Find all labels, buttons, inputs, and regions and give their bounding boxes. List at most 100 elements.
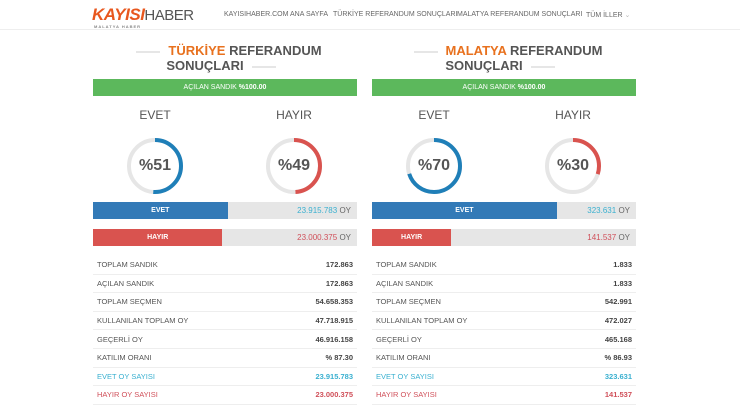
- row-label: HAYIR OY SAYISI: [376, 390, 437, 400]
- row-label: HAYIR OY SAYISI: [97, 390, 158, 400]
- table-row: TOPLAM SEÇMEN 54.658.353: [93, 293, 357, 312]
- row-value: 542.991: [604, 297, 632, 307]
- stats-table: TOPLAM SANDIK 172.863 AÇILAN SANDIK 172.863…: [93, 256, 357, 405]
- hayir-ring: %49: [264, 136, 324, 196]
- hayir-votes: 141.537 OY: [587, 229, 630, 246]
- hayir-heading: HAYIR: [276, 108, 312, 122]
- row-label: AÇILAN SANDIK: [97, 278, 155, 288]
- nav-all-cities-label: TÜM İLLER: [586, 12, 623, 19]
- row-value: 323.631: [604, 371, 632, 381]
- table-row: GEÇERLİ OY 465.168: [372, 330, 636, 349]
- panel-title: MALATYA REFERANDUM SONUÇLARI: [372, 43, 636, 73]
- row-value: 172.863: [325, 260, 353, 270]
- row-value: 472.027: [604, 316, 632, 326]
- logo-text: KAYISI: [92, 5, 145, 24]
- row-label: GEÇERLİ OY: [97, 334, 143, 344]
- table-row: EVET OY SAYISI 323.631: [372, 368, 636, 387]
- evet-votes: 23.915.783 OY: [297, 202, 351, 219]
- hayir-pct-text: %30: [556, 157, 590, 174]
- evet-label: EVET: [151, 207, 170, 214]
- hayir-bar: HAYIR 141.537 OY: [372, 229, 636, 246]
- evet-votes: 323.631: [587, 206, 617, 215]
- hayir-heading: HAYIR: [555, 108, 591, 122]
- logo-subtitle: MALATYA HABER: [94, 24, 142, 29]
- row-label: KATILIM ORANI: [376, 353, 431, 363]
- table-row: GEÇERLİ OY 46.916.158: [93, 330, 357, 349]
- evet-heading: EVET: [418, 108, 450, 122]
- hayir-label: HAYIR: [401, 234, 423, 241]
- row-value: 46.916.158: [315, 334, 353, 344]
- oy: OY: [618, 233, 630, 242]
- nav-home[interactable]: KAYISIHABER.COM ANA SAYFA: [224, 11, 328, 18]
- evet-pct-text: %70: [417, 157, 451, 174]
- hayir-ring: %30: [543, 136, 603, 196]
- hayir-label: HAYIR: [147, 234, 169, 241]
- table-row: AÇILAN SANDIK 1.833: [372, 275, 636, 294]
- site-logo[interactable]: KAYISIHABER MALATYA HABER: [92, 5, 194, 29]
- row-label: TOPLAM SEÇMEN: [376, 297, 441, 307]
- opened-ballot-bar: AÇILAN SANDIK %100.00: [93, 79, 357, 96]
- evet-pct-text: %51: [138, 157, 172, 174]
- ring-progress: [545, 138, 601, 194]
- evet-votes: 23.915.783: [297, 206, 338, 215]
- row-label: TOPLAM SEÇMEN: [97, 297, 162, 307]
- oy: OY: [339, 233, 351, 242]
- hayir-bar: HAYIR 23.000.375 OY: [93, 229, 357, 246]
- table-row: TOPLAM SANDIK 1.833: [372, 256, 636, 275]
- evet-votes: 323.631 OY: [587, 202, 630, 219]
- row-label: KATILIM ORANI: [97, 353, 152, 363]
- evet-bar: EVET 323.631 OY: [372, 202, 636, 219]
- evet-bar: EVET 23.915.783 OY: [93, 202, 357, 219]
- row-label: TOPLAM SANDIK: [376, 260, 437, 270]
- opened-ballot-bar: AÇILAN SANDIK %100.00: [372, 79, 636, 96]
- row-value: 47.718.915: [315, 316, 353, 326]
- logo-text-second: HABER: [144, 7, 194, 24]
- row-value: 172.863: [325, 278, 353, 288]
- row-value: % 86.93: [604, 353, 632, 363]
- row-label: KULLANILAN TOPLAM OY: [97, 316, 189, 326]
- row-label: AÇILAN SANDIK: [376, 278, 434, 288]
- evet-ring: %70: [404, 136, 464, 196]
- table-row: KULLANILAN TOPLAM OY 47.718.915: [93, 312, 357, 331]
- hayir-votes: 23.000.375: [297, 233, 338, 242]
- row-value: 465.168: [604, 334, 632, 344]
- chevron-down-icon: ⌄: [624, 12, 631, 19]
- row-value: 23.000.375: [315, 390, 353, 400]
- opened-value: %100.00: [517, 84, 546, 91]
- oy: OY: [339, 206, 351, 215]
- oy: OY: [618, 206, 630, 215]
- table-row: HAYIR OY SAYISI 23.000.375: [93, 386, 357, 405]
- title-accent: TÜRKİYE: [168, 43, 226, 58]
- evet-bar-fill: EVET: [93, 202, 228, 219]
- title-rest: REFERANDUM SONUÇLARI: [445, 43, 603, 73]
- title-rest: REFERANDUM SONUÇLARI: [166, 43, 322, 73]
- ring-progress: [127, 138, 183, 194]
- row-value: 141.537: [604, 390, 632, 400]
- table-row: KATILIM ORANI % 86.93: [372, 349, 636, 368]
- nav-turkiye[interactable]: TÜRKİYE REFERANDUM SONUÇLARI: [333, 11, 458, 18]
- row-label: GEÇERLİ OY: [376, 334, 422, 344]
- table-row: TOPLAM SEÇMEN 542.991: [372, 293, 636, 312]
- hayir-votes: 141.537: [587, 233, 617, 242]
- table-row: KULLANILAN TOPLAM OY 472.027: [372, 312, 636, 331]
- row-value: 23.915.783: [315, 371, 353, 381]
- stats-table: TOPLAM SANDIK 1.833 AÇILAN SANDIK 1.833 TOPL…: [372, 256, 636, 405]
- opened-label: AÇILAN SANDIK: [183, 84, 237, 91]
- nav-malatya[interactable]: MALATYA REFERANDUM SONUÇLARI: [457, 11, 583, 18]
- opened-label: AÇILAN SANDIK: [462, 84, 516, 91]
- hayir-bar-fill: HAYIR: [372, 229, 452, 246]
- table-row: EVET OY SAYISI 23.915.783: [93, 368, 357, 387]
- opened-value: %100.00: [238, 84, 267, 91]
- ring-progress: [266, 138, 322, 194]
- ring-progress: [406, 138, 462, 194]
- table-row: HAYIR OY SAYISI 141.537: [372, 386, 636, 405]
- table-row: TOPLAM SANDIK 172.863: [93, 256, 357, 275]
- evet-heading: EVET: [139, 108, 171, 122]
- panel-title: TÜRKİYE REFERANDUM SONUÇLARI: [93, 43, 357, 73]
- hayir-bar-fill: HAYIR: [93, 229, 223, 246]
- site-header: KAYISIHABER MALATYA HABER KAYISIHABER.CO…: [0, 0, 740, 30]
- evet-bar-fill: EVET: [372, 202, 557, 219]
- nav-all-cities[interactable]: TÜM İLLER ⌄: [586, 11, 630, 19]
- row-label: EVET OY SAYISI: [97, 371, 155, 381]
- evet-label: EVET: [455, 207, 474, 214]
